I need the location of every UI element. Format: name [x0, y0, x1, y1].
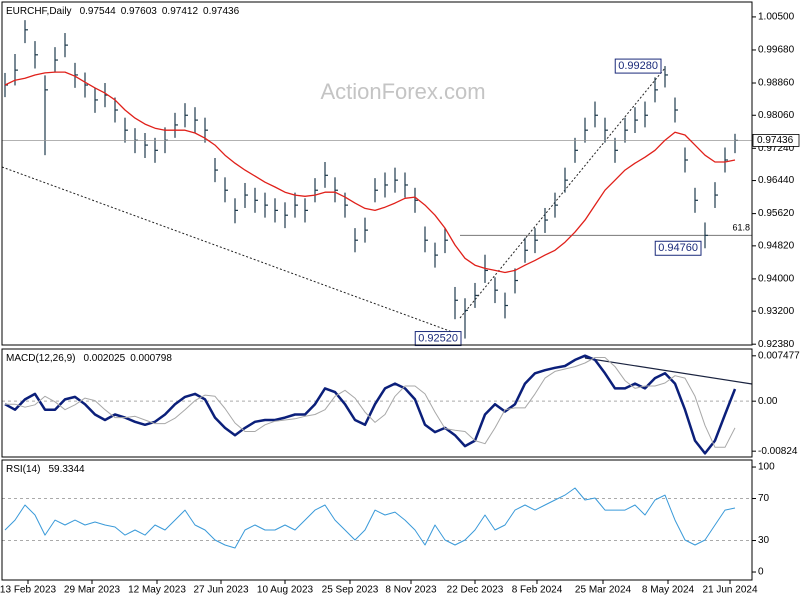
header-value: 59.3344: [48, 464, 85, 475]
panel-frame: [1, 1, 753, 346]
y-tick-label: 0.92380: [758, 339, 795, 350]
y-tick-label: 0.99680: [758, 45, 795, 56]
panel-title: EURCHF,Daily: [6, 6, 72, 17]
y-tick-label: 0.98860: [758, 78, 795, 89]
y-tick-label: 70: [758, 493, 770, 504]
y-tick-label: 0.96440: [758, 175, 795, 186]
y-tick-label: 100: [758, 462, 775, 473]
x-tick-label: 8 May 2024: [642, 585, 695, 596]
annotation-label: 0.99280: [618, 60, 658, 72]
header-value: 0.97544: [80, 6, 117, 17]
annotation-box: [654, 240, 702, 256]
trend-line: [459, 67, 666, 319]
series-line: [5, 357, 736, 448]
y-tick-label: 0: [758, 567, 764, 578]
fib-level-label: 61.8: [732, 223, 750, 233]
panel-title: RSI(14): [6, 464, 40, 475]
y-tick-label: 30: [758, 535, 770, 546]
x-tick-label: 13 Feb 2023: [0, 585, 57, 596]
header-value: 0.97603: [121, 6, 158, 17]
header-value: 0.97436: [203, 6, 240, 17]
x-tick-label: 21 Jun 2024: [702, 585, 757, 596]
y-tick-label: 0.95620: [758, 208, 795, 219]
annotation-label: 0.92520: [418, 332, 458, 344]
y-tick-label: -0.00824: [758, 446, 798, 457]
series-line: [4, 487, 736, 549]
header-value: 0.002025: [83, 353, 125, 364]
y-tick-label: 0.98060: [758, 110, 795, 121]
y-tick-label: 1.00500: [758, 12, 795, 23]
x-tick-label: 22 Dec 2023: [447, 585, 504, 596]
panel-frame: [1, 459, 753, 581]
x-tick-label: 29 Mar 2023: [64, 585, 121, 596]
annotation-label: 0.94760: [658, 242, 698, 254]
x-tick-label: 25 Sep 2023: [322, 585, 379, 596]
panel-title: MACD(12,26,9): [6, 353, 75, 364]
series-line: [4, 354, 737, 455]
trend-line: [1, 166, 456, 334]
y-tick-label: 0.94000: [758, 274, 795, 285]
y-tick-label: 0.00: [758, 396, 778, 407]
last-price-label: 0.97436: [757, 135, 794, 146]
watermark: ActionForex.com: [320, 79, 485, 104]
last-price-tag: [752, 134, 800, 147]
x-tick-label: 25 Mar 2024: [575, 585, 632, 596]
y-tick-label: 0.94820: [758, 240, 795, 251]
x-tick-label: 12 May 2023: [128, 585, 186, 596]
x-tick-label: 8 Feb 2024: [512, 585, 563, 596]
panel-header: MACD(12,26,9) 0.002025 0.000798: [6, 353, 172, 364]
y-tick-label: 0.007477: [758, 350, 800, 361]
panel-header: RSI(14) 59.3344: [6, 464, 85, 475]
header-value: 0.97412: [162, 6, 199, 17]
y-tick-label: 0.93200: [758, 306, 795, 317]
macd-trend-line: [584, 357, 753, 385]
x-tick-label: 8 Nov 2023: [385, 585, 437, 596]
x-tick-label: 10 Aug 2023: [257, 585, 314, 596]
y-tick-label: 0.97240: [758, 143, 795, 154]
series-line: [4, 71, 736, 274]
header-value: 0.000798: [130, 353, 172, 364]
annotation-box: [614, 58, 662, 74]
annotation-box: [414, 331, 462, 347]
panel-header: EURCHF,Daily 0.97544 0.97603 0.97412 0.97436: [6, 6, 240, 17]
x-tick-label: 27 Jun 2023: [193, 585, 248, 596]
panel-frame: [1, 348, 753, 458]
